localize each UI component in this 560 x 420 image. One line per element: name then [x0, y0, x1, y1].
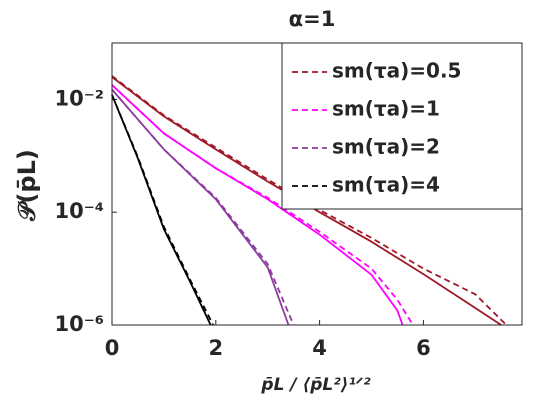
series-line — [111, 76, 502, 326]
x-tick-label: 0 — [105, 336, 120, 360]
series-line — [111, 88, 295, 326]
series-line — [111, 75, 508, 326]
legend-box — [281, 42, 523, 210]
x-axis-label: p̄L / ⟨p̄L²⟩¹ᐟ² — [260, 375, 371, 395]
series-line — [111, 84, 414, 326]
y-tick-label: 10⁻⁶ — [54, 312, 104, 336]
x-tick-label: 6 — [416, 336, 431, 360]
legend-label: sm(τa)=2 — [332, 135, 440, 159]
y-axis-label: 𝒫(p̄L) — [13, 149, 41, 222]
legend-label: sm(τa)=1 — [332, 97, 440, 121]
y-tick-label: 10⁻² — [54, 86, 104, 110]
series-line — [111, 94, 215, 326]
y-tick-label: 10⁻⁴ — [54, 199, 104, 223]
x-tick-label: 2 — [208, 336, 223, 360]
legend-label: sm(τa)=0.5 — [332, 59, 461, 83]
chart-title: α=1 — [289, 7, 336, 31]
legend-label: sm(τa)=4 — [332, 173, 440, 197]
x-tick-label: 4 — [312, 336, 327, 360]
